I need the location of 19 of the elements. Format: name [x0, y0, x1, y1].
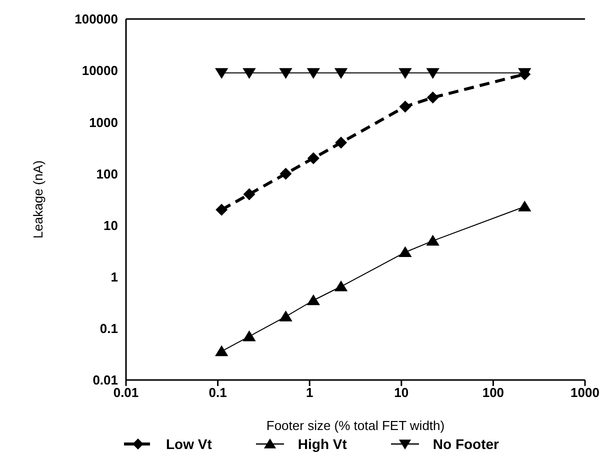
legend-label: Low Vt: [166, 436, 212, 452]
y-tick-label: 10000: [82, 63, 118, 78]
legend-label: High Vt: [298, 436, 347, 452]
x-tick-label: 100: [482, 385, 504, 400]
x-tick-label: 0.01: [113, 385, 139, 400]
y-tick-label: 100000: [74, 12, 118, 27]
y-tick-label: 10: [104, 218, 118, 233]
y-tick-label: 0.01: [92, 372, 118, 388]
y-axis-title: Leakage (nA): [30, 160, 46, 239]
legend-label: No Footer: [432, 436, 499, 452]
x-tick-label: 10: [394, 385, 409, 400]
x-tick-label: 0.1: [208, 385, 227, 400]
x-tick-label: 1000: [570, 385, 600, 400]
x-axis-title: Footer size (% total FET width): [266, 418, 445, 433]
y-tick-label: 1000: [89, 114, 118, 130]
y-tick-label: 100: [96, 166, 118, 182]
y-tick-label: 1: [110, 269, 118, 284]
x-tick-label: 1: [306, 385, 314, 400]
y-tick-label: 0.1: [100, 321, 118, 336]
